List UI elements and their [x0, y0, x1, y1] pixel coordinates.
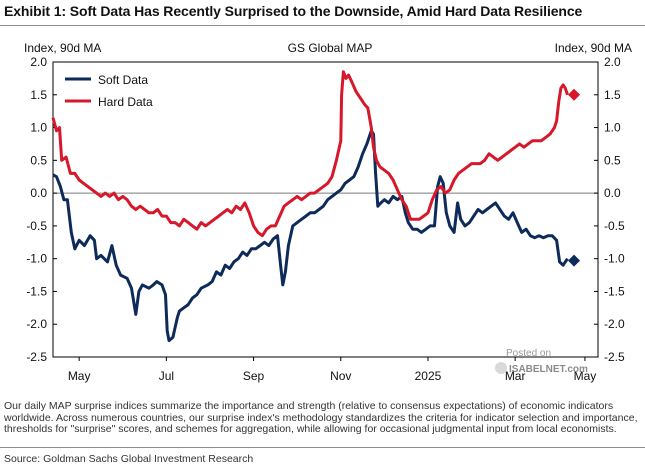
y-tick-label-left: -2.5	[26, 350, 47, 364]
x-tick-label: Jul	[159, 369, 174, 383]
series-group	[51, 70, 581, 343]
y-tick-label-left: 2.0	[30, 55, 47, 69]
y-tick-label-right: -1.0	[604, 252, 625, 266]
plot-border	[52, 61, 599, 358]
y-tick-label-left: 0.5	[30, 153, 47, 167]
x-axis-ticks: May Jul Sep Nov 2025 Mar May	[68, 357, 596, 383]
chart-canvas: Index, 90d MA Index, 90d MA GS Global MA…	[24, 41, 632, 383]
plot-frame	[52, 61, 599, 358]
legend-label-hard-data[interactable]: Hard Data	[98, 95, 153, 109]
y-tick-label-left: 1.0	[30, 121, 47, 135]
source-text: Source: Goldman Sachs Global Investment …	[4, 453, 254, 465]
y-tick-label-left: -1.5	[26, 284, 47, 298]
x-tick-label: May	[68, 369, 91, 383]
y-tick-label-right: 1.0	[604, 121, 621, 135]
hard-data-line	[51, 70, 569, 238]
footnote: Our daily MAP surprise indices summarize…	[4, 400, 638, 435]
header-rule	[0, 25, 645, 26]
y-tick-label-right: -2.5	[604, 350, 625, 364]
x-tick-label: May	[574, 369, 597, 383]
right-axis-label: Index, 90d MA	[555, 41, 632, 55]
legend-label-soft-data[interactable]: Soft Data	[98, 73, 148, 87]
chart-subtitle: GS Global MAP	[288, 41, 373, 55]
y-tick-label-left: -1.0	[26, 252, 47, 266]
y-tick-label-right: 1.5	[604, 88, 621, 102]
watermark-line2: ISABELNET.com	[509, 364, 588, 375]
footer-rule	[0, 447, 645, 448]
y-tick-label-left: -0.5	[26, 219, 47, 233]
y-tick-label-right: -1.5	[604, 284, 625, 298]
y-tick-label-left: -2.0	[26, 317, 47, 331]
x-tick-label: 2025	[415, 369, 442, 383]
y-axis-ticks: 2.0 2.0 1.5 1.5 1.0 1.0 0.5 0.5 0.0 0.0 -0.5 -0.5 -1…	[26, 55, 625, 364]
legend[interactable]: Soft Data Hard Data	[65, 73, 153, 109]
y-tick-label-right: -0.5	[604, 219, 625, 233]
y-tick-label-right: 0.0	[604, 186, 621, 200]
y-tick-label-left: 0.0	[30, 186, 47, 200]
x-tick-label: Sep	[243, 369, 265, 383]
y-tick-label-right: -2.0	[604, 317, 625, 331]
x-tick-label: Mar	[505, 369, 526, 383]
watermark-icon	[495, 362, 507, 374]
y-tick-label-left: 1.5	[30, 88, 47, 102]
watermark-line1: Posted on	[506, 348, 551, 359]
x-tick-label: Nov	[330, 369, 351, 383]
y-tick-label-right: 0.5	[604, 153, 621, 167]
soft-data-line	[52, 129, 569, 343]
hard-data-latest-marker	[568, 88, 581, 101]
y-tick-label-right: 2.0	[604, 55, 621, 69]
chart-title: Exhibit 1: Soft Data Has Recently Surpri…	[4, 3, 583, 19]
left-axis-label: Index, 90d MA	[24, 41, 101, 55]
watermark: Posted on ISABELNET.com	[495, 348, 588, 375]
soft-data-latest-marker	[568, 254, 581, 267]
